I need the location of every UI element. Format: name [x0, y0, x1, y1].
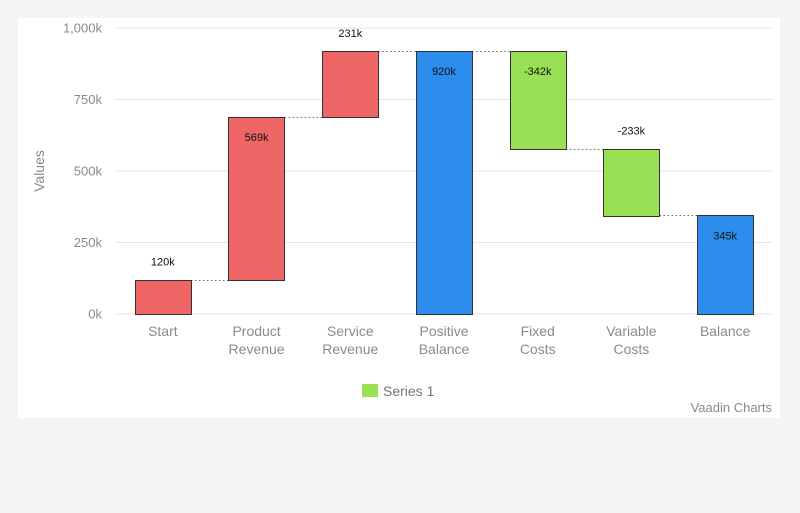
- x-tick-label: Balance: [700, 323, 751, 339]
- chart-card: 0k 250k 500k 750k 1,000k Values 120k 569k 231k…: [18, 18, 780, 418]
- x-tick-label: Positive Balance: [419, 323, 470, 357]
- bar-1[interactable]: [228, 117, 285, 281]
- data-labels: 120k 569k 231k 920k -342k -233k 345k: [151, 28, 738, 269]
- bar-2[interactable]: [322, 51, 379, 118]
- data-label: -233k: [618, 126, 646, 138]
- y-axis-ticks: 0k 250k 500k 750k 1,000k: [63, 21, 103, 322]
- data-label: 120k: [151, 257, 175, 269]
- data-label: 345k: [713, 230, 737, 242]
- bar-6[interactable]: [697, 215, 754, 315]
- legend-swatch[interactable]: [362, 384, 378, 397]
- y-tick-label: 750k: [74, 92, 103, 107]
- y-axis-title: Values: [31, 150, 47, 192]
- x-tick-label: Service Revenue: [322, 323, 378, 357]
- legend[interactable]: Series 1: [362, 383, 435, 399]
- bar-3[interactable]: [416, 51, 473, 315]
- bar-4[interactable]: [510, 51, 567, 150]
- waterfall-chart: 0k 250k 500k 750k 1,000k Values 120k 569k 231k…: [31, 21, 773, 416]
- x-tick-label: Fixed Costs: [520, 323, 556, 357]
- x-tick-label: Product Revenue: [229, 323, 285, 357]
- legend-label[interactable]: Series 1: [383, 383, 435, 399]
- x-tick-label: Variable Costs: [606, 323, 657, 357]
- data-label: -342k: [524, 66, 552, 78]
- bar-0[interactable]: [135, 280, 192, 315]
- y-tick-label: 250k: [74, 235, 103, 250]
- data-label: 920k: [432, 66, 456, 78]
- x-tick-label: Start: [148, 323, 178, 339]
- x-axis-ticks: Start Product Revenue Service Revenue Positiv…: [148, 323, 751, 357]
- data-label: 569k: [245, 132, 269, 144]
- bars[interactable]: [135, 51, 754, 315]
- y-tick-label: 0k: [88, 307, 102, 322]
- data-label: 231k: [338, 28, 362, 40]
- y-tick-label: 500k: [74, 164, 103, 179]
- y-tick-label: 1,000k: [63, 21, 103, 36]
- bar-5[interactable]: [603, 149, 660, 217]
- credits-text[interactable]: Vaadin Charts: [691, 400, 773, 415]
